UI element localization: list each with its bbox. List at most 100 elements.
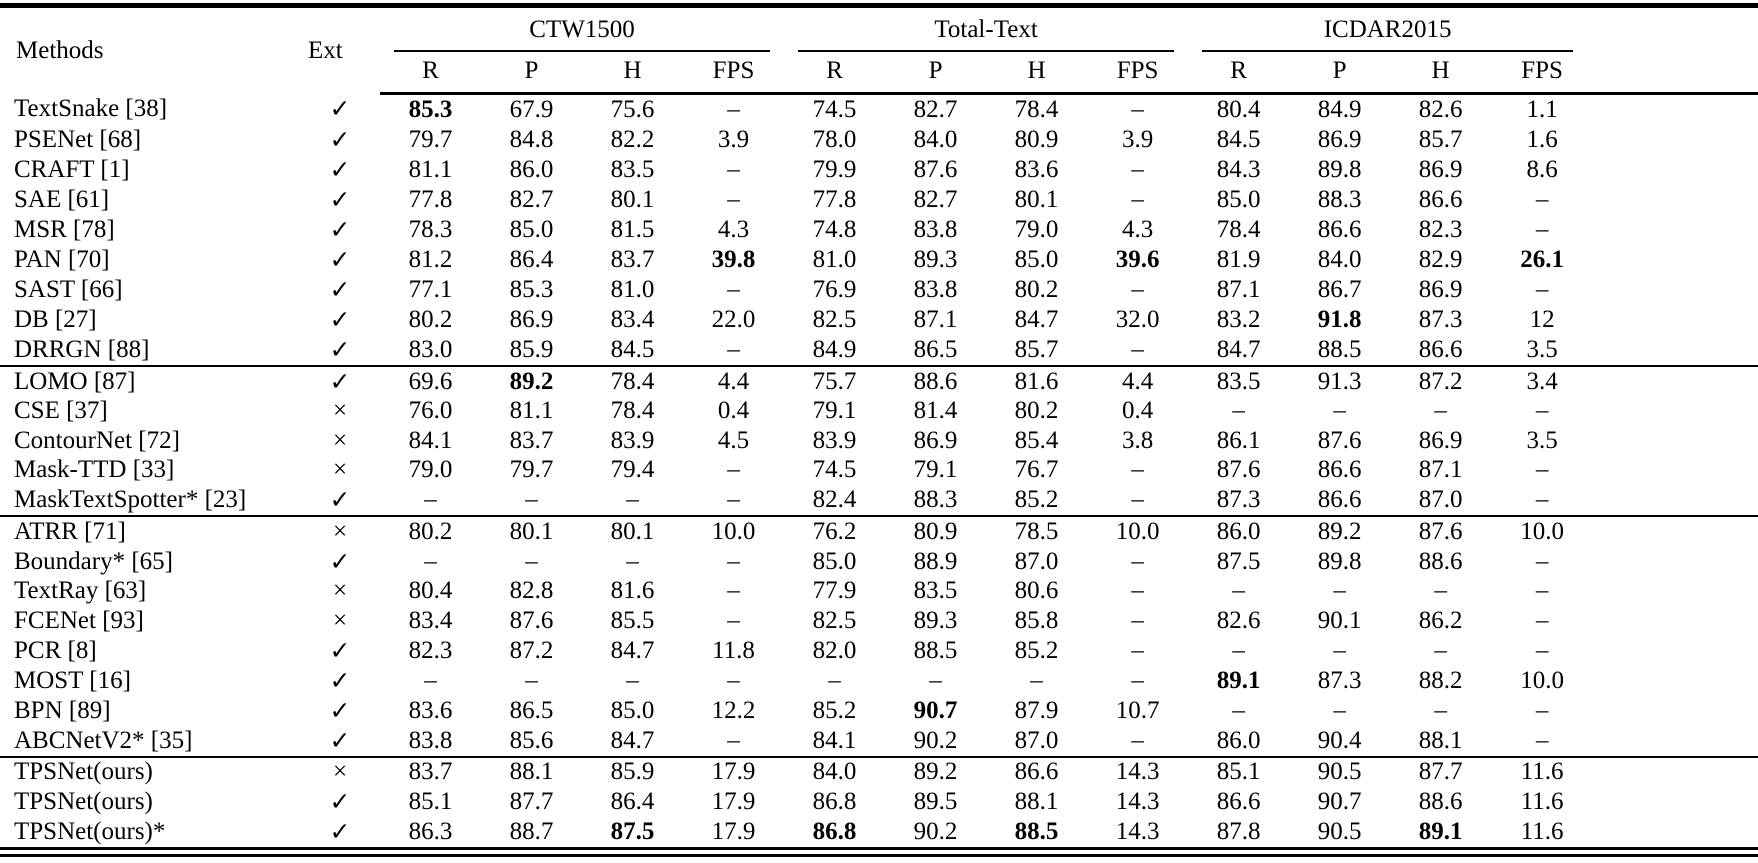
value-cell: 82.6 <box>1418 95 1463 123</box>
value-cell: 85.0 <box>1014 245 1059 273</box>
value-cell: 80.1 <box>481 515 582 547</box>
value-cell: 83.2 <box>1216 305 1261 333</box>
value-cell: 81.6 <box>986 364 1088 397</box>
subcolumn-header-row: R P H FPS R P H FPS R P H FPS <box>0 52 1758 95</box>
value-cell: 85.2 <box>1014 486 1059 513</box>
value-cell: – <box>525 547 538 575</box>
value-cell: 3.5 <box>1526 426 1558 454</box>
results-table: Methods Ext CTW1500 Total-Text ICDAR2015… <box>0 3 1758 857</box>
value-cell: 1.1 <box>1526 95 1558 123</box>
value-cell: – <box>1131 577 1144 605</box>
value-cell: – <box>1333 397 1346 425</box>
value-cell: – <box>727 666 740 694</box>
value-cell: – <box>727 456 740 484</box>
value-cell: 85.2 <box>812 696 857 724</box>
value-cell: – <box>1131 726 1144 754</box>
value-cell: 82.3 <box>1418 215 1463 243</box>
group-underline: CTW1500 <box>394 16 771 52</box>
value-cell: 0.4 <box>1121 397 1154 425</box>
value-cell: – <box>1535 547 1549 575</box>
value-cell: – <box>1333 696 1346 724</box>
value-cell: – <box>525 666 538 694</box>
value-cell: – <box>1232 696 1245 724</box>
value-cell: 86.5 <box>913 335 958 363</box>
value-cell: – <box>929 666 942 694</box>
table-row: ABCNetV2* [35] ✓ 83.8 85.6 84.7 – 84.1 90.2 87.0… <box>0 726 1758 757</box>
value-cell: 78.4 <box>582 364 683 397</box>
group-header-icdar2015: ICDAR2015 <box>1188 6 1758 52</box>
value-cell: 76.7 <box>1014 456 1059 484</box>
value-cell: 87.1 <box>1216 275 1261 303</box>
value-cell: 17.9 <box>683 755 785 787</box>
value-cell: 82.7 <box>509 185 554 213</box>
value-cell: 77.1 <box>408 275 453 303</box>
value-cell: 67.9 <box>509 95 554 123</box>
value-cell: 79.0 <box>1014 215 1059 243</box>
value-cell: – <box>1131 606 1144 634</box>
value-cell: 86.1 <box>1216 426 1261 454</box>
method-name: SAST [66] <box>14 275 123 303</box>
value-cell: – <box>1131 547 1144 575</box>
value-cell: 82.7 <box>913 185 958 213</box>
value-cell: 84.0 <box>913 125 958 153</box>
value-cell: 83.5 <box>610 155 655 183</box>
value-cell: 85.9 <box>582 755 683 787</box>
method-name: SAE [61] <box>14 185 110 213</box>
value-cell: 90.2 <box>913 726 958 754</box>
value-cell: 83.4 <box>610 305 655 333</box>
value-cell: 82.8 <box>509 577 554 605</box>
group-header-ctw1500: CTW1500 <box>380 6 784 52</box>
value-cell: – <box>1131 456 1144 484</box>
value-cell: 80.9 <box>1014 125 1059 153</box>
value-cell: 86.9 <box>1317 125 1362 153</box>
value-cell: 11.6 <box>1491 755 1758 787</box>
method-name: CRAFT [1] <box>14 155 130 183</box>
value-cell: 90.1 <box>1317 606 1362 634</box>
value-cell: 86.0 <box>1188 515 1290 547</box>
value-cell: 79.4 <box>610 456 655 484</box>
value-cell: – <box>424 547 437 575</box>
value-cell: – <box>1232 397 1245 425</box>
value-cell: 85.8 <box>1014 606 1059 634</box>
value-cell: 86.6 <box>1418 185 1463 213</box>
value-cell: 14.3 <box>1115 818 1160 845</box>
value-cell: 78.4 <box>1216 215 1261 243</box>
value-cell: 14.3 <box>1087 755 1189 787</box>
value-cell: 80.1 <box>610 185 655 213</box>
value-cell: 79.9 <box>812 155 857 183</box>
value-cell: 81.5 <box>610 215 655 243</box>
method-name: Mask-TTD [33] <box>14 456 175 484</box>
value-cell: – <box>1131 486 1144 513</box>
value-cell: 77.8 <box>408 185 453 213</box>
value-cell: 89.3 <box>913 245 958 273</box>
value-cell: 86.6 <box>1317 486 1362 513</box>
value-cell: 89.8 <box>1317 547 1362 575</box>
value-cell: 90.5 <box>1289 755 1391 787</box>
cross-mark: × <box>332 606 348 634</box>
value-cell: 86.6 <box>1317 215 1362 243</box>
value-cell: 89.2 <box>1289 515 1391 547</box>
value-cell: 83.7 <box>509 426 554 454</box>
value-cell: 83.0 <box>408 335 453 363</box>
method-name: TPSNet(ours) <box>0 755 300 787</box>
value-cell: 79.1 <box>913 456 958 484</box>
method-name: Boundary* [65] <box>14 547 173 575</box>
value-cell: 86.2 <box>1418 606 1463 634</box>
value-cell: 85.3 <box>408 95 453 123</box>
subcol-totaltext-p: P <box>885 52 987 95</box>
value-cell: 80.1 <box>582 515 683 547</box>
value-cell: 84.7 <box>610 726 655 754</box>
cross-mark: × <box>332 456 348 484</box>
method-name: MaskTextSpotter* [23] <box>14 486 247 513</box>
subcol-ctw1500-r: R <box>380 52 481 95</box>
value-cell: 91.8 <box>1317 305 1362 333</box>
subcol-ctw1500-fps: FPS <box>683 52 785 95</box>
value-cell: 89.5 <box>913 788 958 815</box>
value-cell: 84.1 <box>812 726 857 754</box>
value-cell: 81.9 <box>1216 245 1261 273</box>
value-cell: 87.6 <box>509 606 554 634</box>
value-cell: 87.7 <box>509 788 554 815</box>
value-cell: – <box>727 335 740 363</box>
value-cell: 81.0 <box>812 245 857 273</box>
value-cell: 88.1 <box>1014 788 1059 815</box>
